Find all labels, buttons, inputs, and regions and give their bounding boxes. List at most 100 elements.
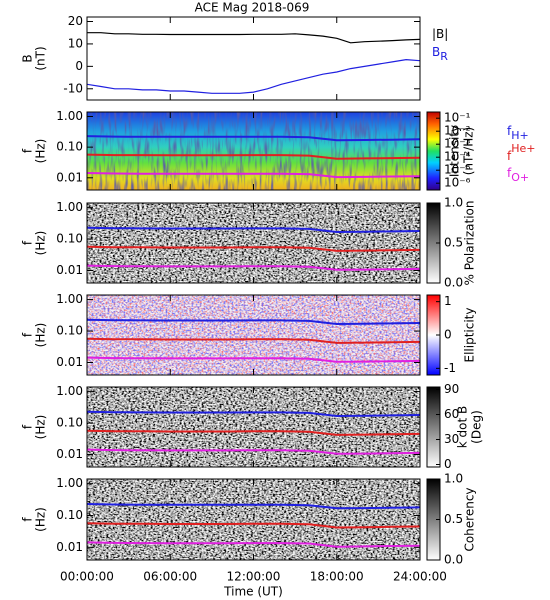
legend-entry-sup: He+ (511, 142, 535, 155)
y-tick-label: 0 (75, 59, 83, 73)
line (87, 522, 420, 529)
colorbar-tick-label: 1 (444, 294, 452, 308)
y-axis-label: f (21, 332, 35, 337)
line (87, 135, 420, 142)
spectrogram (87, 112, 420, 190)
y-tick-label: 0.10 (56, 232, 83, 246)
line (87, 318, 420, 326)
y-axis-label: (Hz) (34, 139, 48, 164)
spectrogram (87, 479, 420, 560)
line (87, 172, 420, 179)
x-tick-label: 24:00:00 (393, 570, 447, 584)
y-tick-label: 0.01 (56, 263, 83, 277)
spectrogram (87, 387, 420, 467)
legend-entry-text: f (507, 166, 512, 180)
line (87, 541, 420, 548)
y-axis-label: (Hz) (34, 507, 48, 532)
legend-entry-sub: R (440, 50, 448, 63)
y-tick-label: 0.10 (56, 324, 83, 338)
colorbar-tick-label: 10⁻³ (444, 137, 471, 151)
legend-entry-text: f (507, 149, 512, 163)
line (87, 503, 420, 510)
y-tick-label: 1.00 (56, 292, 83, 306)
legend-entry: fH+ (507, 124, 529, 143)
colorbar (426, 111, 441, 191)
x-axis-label: Time (UT) (223, 585, 283, 599)
spectrogram-texture (87, 387, 420, 467)
colorbar-tick-label: 0 (444, 457, 452, 471)
spectrogram-texture (87, 479, 420, 560)
colorbar-label: (nT²/Hz) (462, 127, 476, 175)
series-layer (87, 32, 420, 94)
y-tick-label: 0.01 (56, 355, 83, 369)
colorbar-label: Intensity (448, 125, 462, 177)
y-axis-label: (Hz) (34, 323, 48, 348)
colorbar-tick-label: 1.0 (444, 196, 463, 210)
colorbar-tick-label: 10⁻⁴ (444, 150, 471, 164)
legend-entry: |B| (432, 27, 448, 41)
colorbar-tick-label: 0.5 (444, 236, 463, 250)
legend-entry-sub: O+ (511, 171, 529, 184)
line (87, 337, 420, 344)
line (87, 153, 420, 160)
colorbar-label: % Polarization (463, 201, 477, 286)
line (87, 226, 420, 234)
y-axis-label: f (21, 517, 35, 522)
line (87, 429, 420, 436)
y-tick-label: 1.00 (56, 384, 83, 398)
x-tick-label: 06:00:00 (143, 570, 197, 584)
y-axis-label: f (21, 424, 35, 429)
series-layer (87, 410, 420, 455)
y-tick-label: 0.01 (56, 447, 83, 461)
spectrogram (87, 203, 420, 283)
series-layer (87, 226, 420, 271)
legend-entry: fO+ (507, 166, 529, 185)
colorbar-tick-label: 0.0 (444, 553, 463, 567)
colorbar-tick-label: 10⁻² (444, 124, 471, 138)
x-tick-label: 00:00:00 (60, 570, 114, 584)
line (87, 448, 420, 455)
y-tick-label: 20 (68, 14, 83, 28)
x-tick-label: 18:00:00 (310, 570, 364, 584)
line (87, 264, 420, 271)
spectrogram-texture (87, 203, 420, 283)
y-tick-label: 0.01 (56, 170, 83, 184)
y-axis-label: B (21, 54, 35, 62)
y-tick-label: 1.00 (56, 200, 83, 214)
colorbar-label: (Deg) (470, 410, 484, 444)
colorbar (426, 386, 441, 468)
x-tick-label: 12:00:00 (227, 570, 281, 584)
line (87, 32, 420, 44)
colorbar-tick-label: 30 (444, 432, 459, 446)
legend-entry: BR (432, 45, 448, 64)
colorbar-tick-label: 90 (444, 382, 459, 396)
line (87, 356, 420, 363)
y-axis-label: f (21, 240, 35, 245)
series-layer (87, 503, 420, 548)
colorbar-tick-label: 10⁻⁶ (444, 176, 471, 190)
colorbar-tick-label: 10⁻⁵ (444, 163, 471, 177)
y-tick-label: 0.01 (56, 540, 83, 554)
spectrogram-texture (87, 112, 420, 190)
y-axis-label: (nT) (34, 46, 48, 70)
colorbar-tick-label: 1.0 (444, 472, 463, 486)
colorbar-tick-label: 0.5 (444, 512, 463, 526)
line (87, 410, 420, 418)
y-axis-label: (Hz) (34, 231, 48, 256)
line (87, 245, 420, 252)
colorbar-label: Coherency (463, 487, 477, 551)
y-axis-label: (Hz) (34, 415, 48, 440)
legend-entry: fHe+ (507, 142, 536, 163)
colorbar-tick-label: 60 (444, 407, 459, 421)
plot-frame (86, 16, 421, 101)
series-layer (87, 318, 420, 363)
spectrogram-texture (87, 295, 420, 375)
colorbar-tick-label: 0.0 (444, 276, 463, 290)
line (87, 58, 420, 94)
y-tick-label: 1.00 (56, 476, 83, 490)
colorbar-label: k dot B (456, 406, 470, 448)
chart-title: ACE Mag 2018-069 (195, 1, 310, 15)
colorbar-tick-label: 0 (444, 328, 452, 342)
legend-entry-text: |B| (432, 27, 448, 41)
colorbar-tick-label: -1 (444, 361, 456, 375)
